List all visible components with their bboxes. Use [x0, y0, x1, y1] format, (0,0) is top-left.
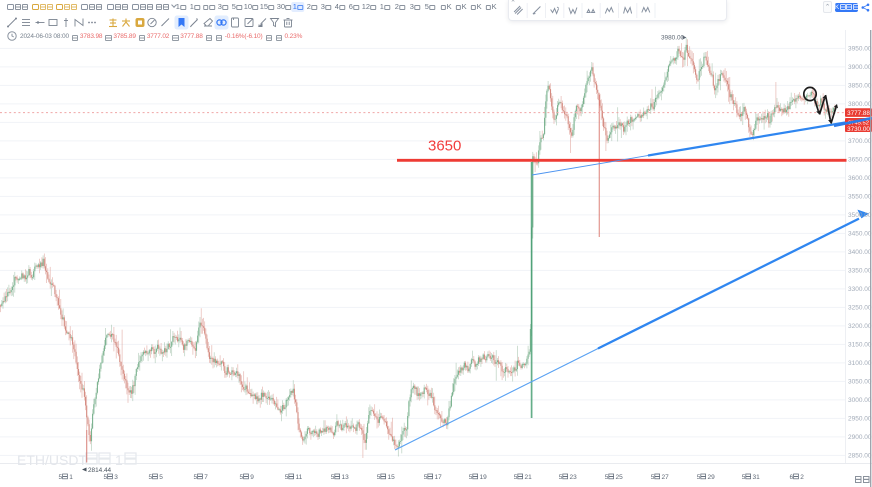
svg-text:3100.00: 3100.00 — [848, 360, 872, 367]
svg-text:5: 5 — [469, 474, 473, 481]
svg-text:5: 5 — [377, 474, 381, 481]
svg-text:5: 5 — [240, 474, 244, 481]
svg-text:3777.88: 3777.88 — [847, 110, 870, 117]
svg-text:3: 3 — [114, 474, 118, 481]
svg-text:3050.00: 3050.00 — [848, 379, 872, 386]
svg-text:9: 9 — [250, 474, 254, 481]
svg-text:3600.00: 3600.00 — [848, 175, 872, 182]
svg-text:3745.52: 3745.52 — [848, 121, 869, 127]
svg-text:21: 21 — [525, 474, 533, 481]
svg-text:5: 5 — [605, 474, 609, 481]
svg-text:2900.00: 2900.00 — [848, 434, 872, 441]
svg-text:5: 5 — [159, 474, 163, 481]
svg-text:3500.00: 3500.00 — [848, 212, 872, 219]
svg-text:19: 19 — [480, 474, 488, 481]
svg-text:3150.00: 3150.00 — [848, 342, 872, 349]
svg-text:3650: 3650 — [428, 138, 461, 155]
svg-text:29: 29 — [708, 474, 716, 481]
svg-text:2814.44: 2814.44 — [88, 467, 112, 474]
svg-text:23: 23 — [570, 474, 578, 481]
svg-text:3850.00: 3850.00 — [848, 83, 872, 90]
svg-text:3450.00: 3450.00 — [848, 231, 872, 238]
svg-text:1: 1 — [115, 452, 123, 468]
svg-text:13: 13 — [342, 474, 350, 481]
svg-text:ETH/USDT: ETH/USDT — [17, 452, 87, 468]
svg-text:3400.00: 3400.00 — [848, 249, 872, 256]
svg-text:5: 5 — [149, 474, 153, 481]
svg-text:25: 25 — [616, 474, 624, 481]
svg-text:7: 7 — [204, 474, 208, 481]
svg-text:5: 5 — [285, 474, 289, 481]
svg-text:3000.00: 3000.00 — [848, 397, 872, 404]
svg-text:1: 1 — [69, 474, 73, 481]
svg-text:5: 5 — [194, 474, 198, 481]
svg-text:5: 5 — [59, 474, 63, 481]
svg-text:5: 5 — [424, 474, 428, 481]
svg-text:11: 11 — [296, 474, 303, 481]
svg-text:3900.00: 3900.00 — [848, 64, 872, 71]
svg-text:2950.00: 2950.00 — [848, 416, 872, 423]
svg-text:5: 5 — [331, 474, 335, 481]
svg-text:3730.00: 3730.00 — [847, 126, 870, 133]
svg-text:3950.00: 3950.00 — [848, 46, 872, 53]
svg-text:3250.00: 3250.00 — [848, 305, 872, 312]
svg-text:27: 27 — [662, 474, 670, 481]
svg-text:2: 2 — [800, 474, 804, 481]
svg-text:5: 5 — [697, 474, 701, 481]
svg-text:3700.00: 3700.00 — [848, 138, 872, 145]
svg-text:2850.00: 2850.00 — [848, 453, 872, 460]
svg-text:5: 5 — [514, 474, 518, 481]
svg-text:15: 15 — [388, 474, 396, 481]
svg-text:5: 5 — [104, 474, 108, 481]
svg-text:3300.00: 3300.00 — [848, 286, 872, 293]
svg-text:3200.00: 3200.00 — [848, 323, 872, 330]
svg-text:6: 6 — [790, 474, 794, 481]
svg-text:5: 5 — [559, 474, 563, 481]
svg-text:3650.00: 3650.00 — [848, 157, 872, 164]
svg-text:3980.00: 3980.00 — [661, 34, 685, 41]
svg-text:31: 31 — [753, 474, 761, 481]
svg-text:3550.00: 3550.00 — [848, 194, 872, 201]
svg-text:17: 17 — [435, 474, 443, 481]
svg-text:5: 5 — [742, 474, 746, 481]
svg-text:5: 5 — [651, 474, 655, 481]
svg-text:3350.00: 3350.00 — [848, 268, 872, 275]
svg-text:3800.00: 3800.00 — [848, 101, 872, 108]
